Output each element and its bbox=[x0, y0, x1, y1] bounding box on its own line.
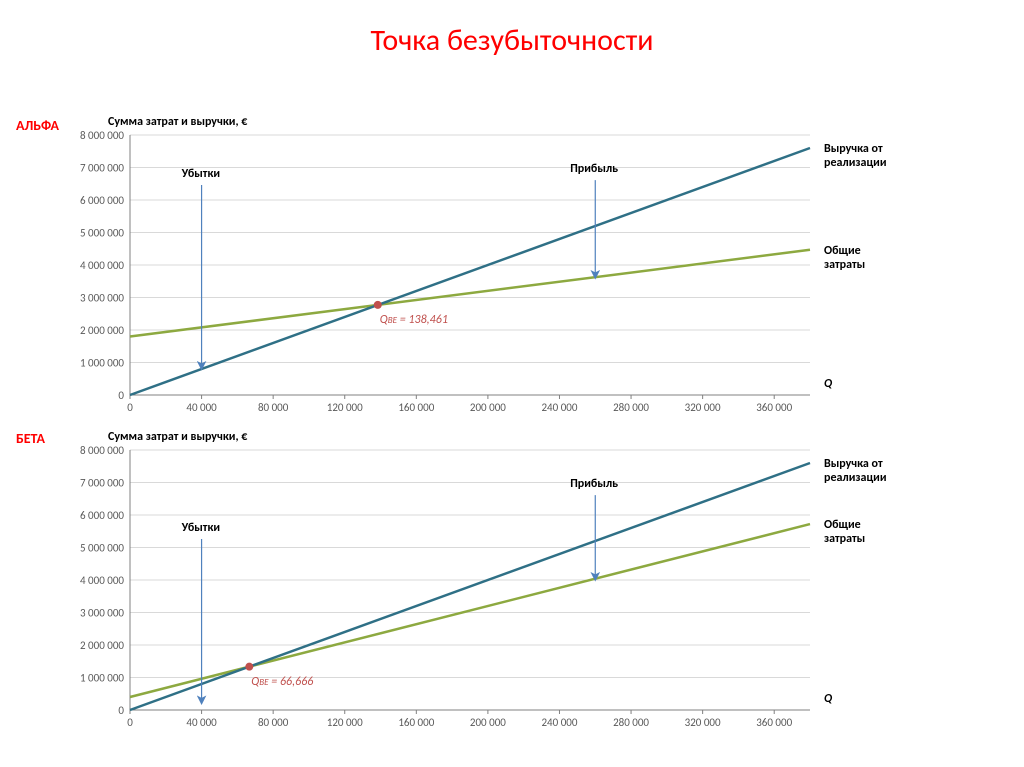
svg-text:6 000 000: 6 000 000 bbox=[80, 509, 124, 522]
svg-text:2 000 000: 2 000 000 bbox=[80, 324, 124, 337]
svg-text:120 000: 120 000 bbox=[327, 401, 363, 414]
svg-text:7 000 000: 7 000 000 bbox=[80, 162, 124, 175]
svg-text:80 000: 80 000 bbox=[258, 401, 289, 414]
chart-beta-svg: 0 1 000 000 2 000 000 3 000 000 4 000 000 5 0… bbox=[60, 430, 820, 738]
legend-revenue-alpha: Выручка отреализации bbox=[824, 142, 887, 171]
svg-text:160 000: 160 000 bbox=[398, 401, 434, 414]
svg-text:200 000: 200 000 bbox=[470, 401, 506, 414]
chart-beta: Сумма затрат и выручки, € 01 000 0002 00… bbox=[60, 430, 820, 743]
chart-alpha: Сумма затрат и выручки, € 01 000 0002 00… bbox=[60, 115, 820, 428]
svg-text:7 000 000: 7 000 000 bbox=[80, 477, 124, 490]
svg-text:1 000 000: 1 000 000 bbox=[80, 672, 124, 685]
svg-text:360 000: 360 000 bbox=[756, 716, 792, 729]
svg-text:360 000: 360 000 bbox=[756, 401, 792, 414]
svg-text:0: 0 bbox=[127, 716, 133, 729]
svg-text:4 000 000: 4 000 000 bbox=[80, 574, 124, 587]
chart-alpha-svg: 0 1 000 000 2 000 000 3 000 000 4 000 000 5 0… bbox=[60, 115, 820, 423]
annotation-loss-alpha: Убытки bbox=[182, 167, 221, 181]
svg-text:8 000 000: 8 000 000 bbox=[80, 129, 124, 142]
svg-text:6 000 000: 6 000 000 bbox=[80, 194, 124, 207]
legend-cost-alpha: Общиезатраты bbox=[824, 244, 865, 273]
page-title: Точка безубыточности bbox=[0, 22, 1024, 59]
x-axis-label-alpha: Q bbox=[824, 377, 832, 391]
breakeven-label-alpha: QBE = 138,461 bbox=[380, 313, 448, 327]
section-label-beta: БЕТА bbox=[16, 430, 45, 447]
svg-text:280 000: 280 000 bbox=[613, 401, 649, 414]
svg-text:40 000: 40 000 bbox=[186, 716, 217, 729]
svg-text:4 000 000: 4 000 000 bbox=[80, 259, 124, 272]
x-axis-label-beta: Q bbox=[824, 692, 832, 706]
svg-text:240 000: 240 000 bbox=[541, 401, 577, 414]
svg-text:320 000: 320 000 bbox=[685, 401, 721, 414]
svg-text:320 000: 320 000 bbox=[685, 716, 721, 729]
svg-text:160 000: 160 000 bbox=[398, 716, 434, 729]
svg-text:240 000: 240 000 bbox=[541, 716, 577, 729]
svg-text:5 000 000: 5 000 000 bbox=[80, 542, 124, 555]
svg-text:120 000: 120 000 bbox=[327, 716, 363, 729]
svg-text:0: 0 bbox=[127, 401, 133, 414]
svg-text:0: 0 bbox=[118, 704, 124, 717]
svg-text:280 000: 280 000 bbox=[613, 716, 649, 729]
svg-text:3 000 000: 3 000 000 bbox=[80, 607, 124, 620]
legend-cost-beta: Общиезатраты bbox=[824, 518, 865, 547]
svg-text:2 000 000: 2 000 000 bbox=[80, 639, 124, 652]
svg-text:3 000 000: 3 000 000 bbox=[80, 292, 124, 305]
svg-text:200 000: 200 000 bbox=[470, 716, 506, 729]
annotation-profit-alpha: Прибыль bbox=[570, 162, 618, 176]
svg-text:5 000 000: 5 000 000 bbox=[80, 227, 124, 240]
svg-text:8 000 000: 8 000 000 bbox=[80, 444, 124, 457]
svg-text:40 000: 40 000 bbox=[186, 401, 217, 414]
legend-revenue-beta: Выручка отреализации bbox=[824, 457, 887, 486]
annotation-profit-beta: Прибыль bbox=[570, 477, 618, 491]
svg-text:1 000 000: 1 000 000 bbox=[80, 357, 124, 370]
breakeven-label-beta: QBE = 66,666 bbox=[251, 675, 313, 689]
svg-text:80 000: 80 000 bbox=[258, 716, 289, 729]
annotation-loss-beta: Убытки bbox=[182, 521, 221, 535]
svg-text:0: 0 bbox=[118, 389, 124, 402]
section-label-alpha: АЛЬФА bbox=[16, 117, 59, 134]
